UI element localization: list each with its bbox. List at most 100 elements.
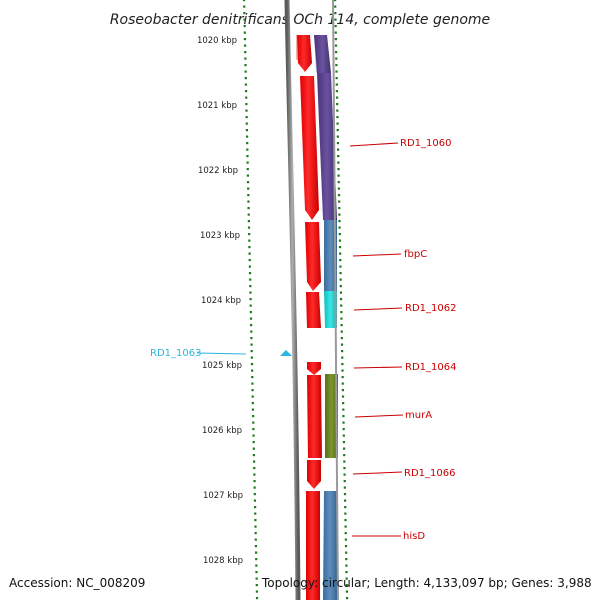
- minor-tick: [335, 90, 339, 93]
- gene-label-rd1-1060[interactable]: RD1_1060: [400, 138, 451, 149]
- minor-tick: [246, 174, 250, 177]
- minor-tick: [254, 545, 258, 548]
- gene-label-fbpc[interactable]: fbpC: [404, 249, 427, 260]
- minor-tick: [343, 493, 347, 496]
- gene-label-hisd[interactable]: hisD: [403, 531, 425, 542]
- minor-tick: [341, 382, 344, 385]
- minor-tick: [343, 467, 346, 470]
- minor-tick: [338, 233, 341, 236]
- minor-tick: [342, 428, 345, 431]
- minor-tick: [339, 265, 342, 268]
- minor-tick: [244, 64, 247, 67]
- minor-tick: [334, 5, 337, 8]
- minor-tick: [244, 83, 248, 86]
- minor-tick: [246, 181, 250, 184]
- minor-tick: [337, 168, 340, 171]
- topology-text: Topology: circular; Length: 4,133,097 bp…: [261, 576, 592, 590]
- outer-segment-purple-2[interactable]: [317, 73, 337, 220]
- minor-tick: [254, 512, 257, 515]
- gene-labels: RD1_1060 fbpC RD1_1062 RD1_1064 murA RD1…: [349, 138, 456, 542]
- accession-text: Accession: NC_008209: [9, 576, 145, 590]
- rd1-1063-annotation: RD1_1063: [150, 348, 292, 359]
- kbp-label-1022: 1022 kbp: [198, 166, 238, 176]
- outer-segment-mura[interactable]: [325, 374, 338, 458]
- minor-tick: [337, 181, 340, 184]
- minor-tick: [336, 129, 339, 132]
- minor-tick: [244, 70, 247, 73]
- outer-segment-rd1-1062[interactable]: [324, 291, 337, 328]
- minor-tick: [339, 278, 342, 281]
- minor-tick: [336, 116, 339, 119]
- leader-line-mura: [354, 414, 404, 418]
- gene-label-rd1-1064[interactable]: RD1_1064: [405, 362, 456, 373]
- minor-tick: [345, 571, 348, 574]
- minor-tick: [243, 44, 247, 47]
- minor-tick: [338, 207, 341, 210]
- minor-tick: [336, 122, 339, 125]
- minor-tick: [343, 486, 346, 489]
- minor-tick: [251, 376, 254, 379]
- minor-tick: [340, 304, 343, 307]
- minor-tick: [342, 415, 345, 418]
- leader-line-rd1-1063: [196, 352, 247, 355]
- gene-arrow-rd1-1060[interactable]: [300, 76, 319, 220]
- minor-tick: [334, 18, 337, 21]
- outer-segment-hisd[interactable]: [323, 491, 337, 600]
- minor-tick: [345, 577, 348, 580]
- minor-tick: [252, 441, 255, 444]
- minor-tick: [341, 395, 345, 398]
- right-ruler: [334, 0, 349, 600]
- gene-arrow-fbpc[interactable]: [305, 222, 321, 291]
- gene-label-rd1-1063[interactable]: RD1_1063: [150, 348, 201, 359]
- minor-tick: [255, 571, 258, 574]
- minor-tick: [342, 402, 345, 405]
- minor-tick: [255, 564, 258, 567]
- minor-tick: [253, 486, 256, 489]
- minor-tick: [248, 272, 252, 275]
- minor-tick: [253, 473, 256, 476]
- gene-label-rd1-1062[interactable]: RD1_1062: [405, 303, 456, 314]
- gene-arrow-hisd[interactable]: [306, 491, 320, 600]
- minor-tick: [337, 161, 340, 164]
- minor-tick: [250, 324, 253, 327]
- leader-line-rd1-1060: [349, 142, 399, 147]
- minor-tick: [335, 77, 338, 80]
- kbp-label-1023: 1023 kbp: [200, 231, 240, 241]
- minor-tick: [252, 428, 255, 431]
- minor-tick: [244, 90, 248, 93]
- leader-line-rd1-1066: [352, 471, 403, 475]
- minor-tick: [344, 512, 347, 515]
- rd1-1063-marker-icon[interactable]: [280, 350, 292, 356]
- outer-segment-fbpc[interactable]: [324, 220, 337, 291]
- gene-arrow-1[interactable]: [297, 35, 312, 72]
- minor-tick: [245, 135, 249, 138]
- gene-arrow-rd1-1062[interactable]: [306, 292, 321, 328]
- gene-label-mura[interactable]: murA: [405, 410, 432, 421]
- outer-segment-purple-1[interactable]: [314, 35, 331, 73]
- minor-tick: [251, 389, 254, 392]
- gene-arrow-rd1-1064[interactable]: [307, 362, 321, 375]
- minor-tick: [344, 499, 347, 502]
- minor-tick: [341, 350, 344, 353]
- minor-tick: [250, 356, 253, 359]
- minor-tick: [252, 434, 255, 437]
- minor-tick: [247, 213, 250, 216]
- leader-line-rd1-1062: [353, 307, 403, 311]
- minor-tick: [248, 252, 251, 255]
- gene-arrow-mura[interactable]: [307, 375, 322, 458]
- minor-tick: [249, 317, 253, 320]
- minor-tick: [334, 0, 337, 2]
- genome-backbone: [284, 0, 301, 600]
- minor-tick: [341, 389, 344, 392]
- minor-tick: [334, 44, 338, 47]
- minor-tick: [243, 12, 246, 15]
- kbp-label-1024: 1024 kbp: [201, 296, 241, 306]
- minor-tick: [337, 155, 340, 158]
- minor-tick: [340, 324, 343, 327]
- gene-arrow-rd1-1066[interactable]: [307, 460, 321, 489]
- minor-tick: [247, 220, 250, 223]
- minor-tick: [334, 25, 337, 28]
- minor-tick: [245, 122, 248, 125]
- gene-label-rd1-1066[interactable]: RD1_1066: [404, 468, 455, 479]
- minor-tick: [337, 174, 340, 177]
